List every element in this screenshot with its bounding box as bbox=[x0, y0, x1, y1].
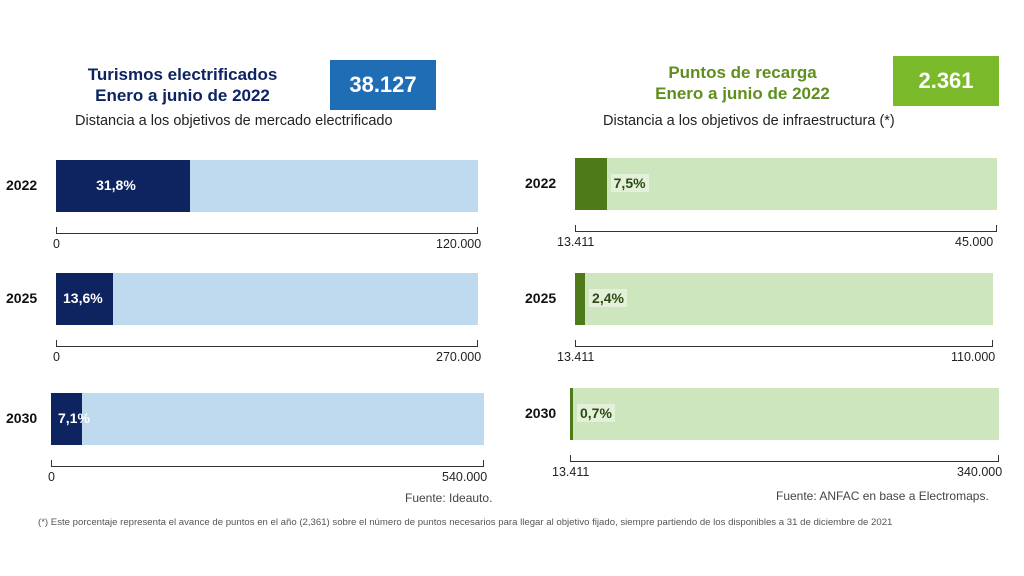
left-title-line1: Turismos electrificados bbox=[87, 65, 278, 84]
right-category-label-2030: 2030 bbox=[525, 405, 557, 421]
right-axis-min-label-2022: 13.411 bbox=[557, 235, 595, 249]
right-value-label-2025: 2,4% bbox=[589, 289, 627, 307]
right-axis-max-label-2025: 110.000 bbox=[951, 350, 996, 364]
right-value-label-2022: 7,5% bbox=[610, 174, 649, 192]
left-axis-2022 bbox=[56, 227, 478, 234]
left-bar-track-2030: 7,1% bbox=[51, 393, 484, 445]
left-axis-tick-max bbox=[477, 340, 478, 346]
left-value-label-2022: 31,8% bbox=[96, 177, 136, 193]
right-axis-2025 bbox=[575, 340, 993, 347]
left-bar-2030 bbox=[51, 393, 82, 445]
left-category-label-2025: 2025 bbox=[6, 290, 38, 306]
right-bar-2030 bbox=[570, 388, 573, 440]
left-category-label-2030: 2030 bbox=[6, 410, 38, 426]
left-bar-track-2025: 13,6% bbox=[56, 273, 478, 325]
right-axis-tick-max bbox=[992, 340, 993, 346]
left-value-label-2030: 7,1% bbox=[58, 410, 90, 426]
right-category-label-2025: 2025 bbox=[525, 290, 557, 306]
right-bar-track-2030: 0,7% bbox=[570, 388, 999, 440]
right-title-line2: Enero a junio de 2022 bbox=[655, 84, 830, 103]
left-axis-min-label-2022: 0 bbox=[53, 237, 60, 251]
right-category-label-2022: 2022 bbox=[525, 175, 557, 191]
right-axis-tick-min bbox=[570, 455, 571, 461]
left-bar-2022 bbox=[56, 160, 191, 212]
right-bar-2025 bbox=[575, 273, 586, 325]
left-axis-max-label-2022: 120.000 bbox=[436, 237, 482, 251]
right-axis-2022 bbox=[575, 225, 997, 232]
left-title-line2: Enero a junio de 2022 bbox=[95, 86, 270, 105]
left-axis-min-label-2030: 0 bbox=[48, 470, 55, 484]
left-axis-tick-max bbox=[483, 460, 484, 466]
left-axis-max-label-2030: 540.000 bbox=[442, 470, 488, 484]
left-axis-min-label-2025: 0 bbox=[53, 350, 60, 364]
right-kpi-badge: 2.361 bbox=[893, 56, 999, 106]
right-title: Puntos de recarga Enero a junio de 2022 bbox=[630, 62, 855, 104]
left-bar-track-2022: 31,8% bbox=[56, 160, 478, 212]
left-axis-2025 bbox=[56, 340, 478, 347]
right-axis-tick-min bbox=[575, 225, 576, 231]
footnote: (*) Este porcentaje representa el avance… bbox=[38, 517, 893, 528]
left-kpi-badge: 38.127 bbox=[330, 60, 436, 110]
right-axis-tick-max bbox=[998, 455, 999, 461]
right-axis-tick-max bbox=[996, 225, 997, 231]
left-title: Turismos electrificados Enero a junio de… bbox=[60, 64, 305, 106]
left-axis-2030 bbox=[51, 460, 484, 467]
right-source: Fuente: ANFAC en base a Electromaps. bbox=[776, 489, 989, 503]
left-axis-tick-min bbox=[56, 227, 57, 233]
left-value-label-2025: 13,6% bbox=[63, 290, 103, 306]
left-source: Fuente: Ideauto. bbox=[405, 491, 493, 505]
left-category-label-2022: 2022 bbox=[6, 177, 38, 193]
right-title-line1: Puntos de recarga bbox=[668, 63, 817, 82]
right-axis-2030 bbox=[570, 455, 999, 462]
left-axis-max-label-2025: 270.000 bbox=[436, 350, 482, 364]
right-bar-track-2025: 2,4% bbox=[575, 273, 993, 325]
left-bar-2025 bbox=[56, 273, 114, 325]
right-axis-min-label-2025: 13.411 bbox=[557, 350, 595, 364]
right-subtitle: Distancia a los objetivos de infraestruc… bbox=[603, 113, 895, 129]
right-axis-max-label-2022: 45.000 bbox=[955, 235, 994, 249]
left-axis-tick-min bbox=[56, 340, 57, 346]
right-bar-2022 bbox=[575, 158, 607, 210]
right-bar-track-2022: 7,5% bbox=[575, 158, 997, 210]
right-axis-min-label-2030: 13.411 bbox=[552, 465, 590, 479]
right-axis-tick-min bbox=[575, 340, 576, 346]
right-value-label-2030: 0,7% bbox=[577, 404, 615, 422]
left-subtitle: Distancia a los objetivos de mercado ele… bbox=[75, 113, 393, 129]
right-axis-max-label-2030: 340.000 bbox=[957, 465, 1003, 479]
left-axis-tick-max bbox=[477, 227, 478, 233]
left-axis-tick-min bbox=[51, 460, 52, 466]
